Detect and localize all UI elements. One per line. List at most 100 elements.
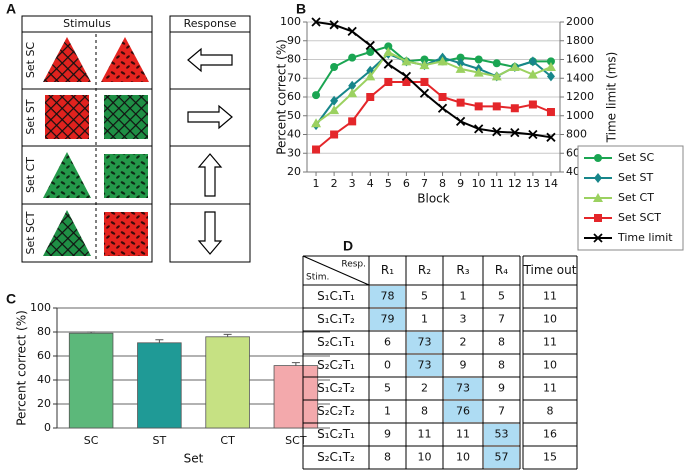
marker xyxy=(456,53,465,62)
y2-tick-label: 1800 xyxy=(566,34,594,47)
table-cell: 11 xyxy=(543,336,557,349)
marker xyxy=(474,102,483,111)
legend-label: Set CT xyxy=(618,191,654,204)
marker xyxy=(474,124,484,134)
table-header: R₄ xyxy=(495,263,508,277)
table-cell: 9 xyxy=(460,359,467,372)
y-tick-label: 90 xyxy=(287,34,301,47)
stimulus-shape xyxy=(43,210,91,256)
table-header: R₃ xyxy=(456,263,469,277)
marker xyxy=(491,71,502,81)
y-tick-label: 40 xyxy=(287,128,301,141)
legend-label: Time limit xyxy=(617,231,673,244)
table-cell: 73 xyxy=(418,336,432,349)
row-label: Set SC xyxy=(24,42,37,79)
marker xyxy=(437,103,448,113)
table-cell: 15 xyxy=(543,451,557,464)
error-bar xyxy=(87,331,96,334)
table-row-label: S₁C₁T₁ xyxy=(317,289,355,303)
table-header: R₁ xyxy=(381,263,394,277)
table-cell: 76 xyxy=(456,405,470,418)
table-row-label: S₁C₂T₂ xyxy=(317,381,355,395)
marker xyxy=(347,26,357,37)
highlight-cell xyxy=(484,424,519,445)
legend-label: Set SC xyxy=(618,151,655,164)
table-header: Time out xyxy=(523,263,577,277)
table-corner-label: Resp. xyxy=(341,260,366,270)
marker xyxy=(348,117,357,126)
marker xyxy=(510,127,520,138)
stimulus-response-diagram: Stimulus Set SC Set ST Set CT Set SCT Re… xyxy=(21,15,251,263)
table-cell: 10 xyxy=(418,451,432,464)
marker xyxy=(329,20,339,30)
marker xyxy=(473,67,484,77)
table-row-label: S₂C₂T₂ xyxy=(317,404,355,418)
marker xyxy=(545,62,556,71)
marker xyxy=(383,47,394,56)
y-tick-label: 50 xyxy=(287,109,301,122)
panel-label: B xyxy=(296,1,306,17)
table-cell: 1 xyxy=(384,405,391,418)
y-tick-label: 60 xyxy=(287,90,301,103)
stimulus-header: Stimulus xyxy=(63,17,111,30)
table-cell: 8 xyxy=(421,405,428,418)
table-row-label: S₁C₁T₂ xyxy=(317,312,355,326)
stimulus-shape xyxy=(104,212,148,256)
bar xyxy=(273,365,319,429)
table-row-label: S₂C₁T₁ xyxy=(317,335,355,349)
x-tick-label: 3 xyxy=(349,177,356,190)
panel-label: A xyxy=(6,1,16,17)
marker xyxy=(402,78,411,86)
panel-label: D xyxy=(343,238,353,254)
marker xyxy=(330,63,339,71)
marker xyxy=(527,69,538,79)
y-tick-label: 100 xyxy=(280,15,301,28)
legend-label: Set ST xyxy=(618,171,654,184)
row-label: Set SCT xyxy=(24,211,37,254)
error-bar xyxy=(155,339,164,343)
arrow-up xyxy=(197,153,223,197)
x-tick-label: 10 xyxy=(472,177,486,190)
table-cell: 10 xyxy=(543,359,557,372)
x-tick-label: 8 xyxy=(439,177,446,190)
bar xyxy=(137,342,182,429)
x-tick-label: 1 xyxy=(313,177,320,190)
x-tick-label: CT xyxy=(220,434,235,447)
marker xyxy=(311,17,321,27)
marker xyxy=(594,173,602,183)
y2-axis-label: Time limit (ms) xyxy=(605,52,619,144)
stimulus-shape xyxy=(43,37,91,82)
marker xyxy=(492,59,501,68)
row-label: Set CT xyxy=(24,157,37,193)
error-bar xyxy=(291,362,300,366)
stimulus-box xyxy=(21,15,153,263)
table-row-label: S₂C₁T₂ xyxy=(317,450,355,464)
x-tick-label: ST xyxy=(153,434,167,447)
marker xyxy=(593,233,603,243)
marker xyxy=(384,78,393,86)
highlight-cell xyxy=(370,286,405,307)
table-cell: 73 xyxy=(418,359,432,372)
y-tick-label: 40 xyxy=(37,373,51,386)
highlight-cell xyxy=(444,401,482,422)
table-cell: 1 xyxy=(460,290,467,303)
panel-label: C xyxy=(6,291,16,307)
table-cell: 2 xyxy=(460,336,467,349)
x-axis-label: Block xyxy=(417,192,450,206)
x-tick-label: 9 xyxy=(457,177,464,190)
response-header: Response xyxy=(184,17,237,30)
x-tick-label: SCT xyxy=(285,434,307,447)
marker xyxy=(455,63,466,73)
y2-tick-label: 1200 xyxy=(566,90,594,103)
marker xyxy=(594,214,602,222)
marker xyxy=(546,132,556,142)
table-cell: 7 xyxy=(498,313,505,326)
table-line xyxy=(302,255,370,286)
y-tick-label: 80 xyxy=(37,325,51,338)
arrow-left xyxy=(187,47,233,73)
x-tick-label: 7 xyxy=(421,177,428,190)
marker xyxy=(594,154,602,162)
marker xyxy=(330,95,339,106)
x-tick-label: 11 xyxy=(490,177,504,190)
